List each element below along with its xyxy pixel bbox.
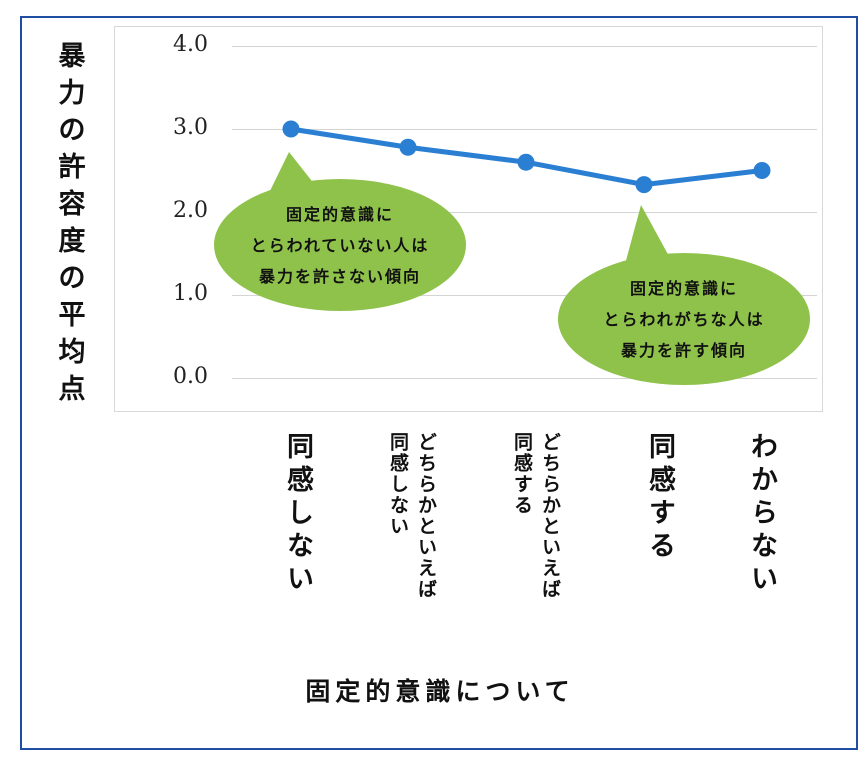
annotation-line: 固定的意識に	[629, 279, 738, 298]
annotation-right: 固定的意識に とらわれがちな人は 暴力を許す傾向	[566, 273, 802, 366]
data-point	[753, 162, 771, 179]
x-category-line: 同感する	[511, 432, 533, 516]
data-point	[282, 120, 300, 138]
gridline	[232, 295, 817, 296]
data-point	[399, 138, 417, 156]
data-point	[517, 153, 535, 171]
gridline	[232, 129, 817, 130]
data-point	[635, 176, 653, 194]
y-tick-label: 3.0	[173, 115, 208, 140]
x-category-line: わからない	[746, 432, 777, 597]
x-category-label: 同感する	[640, 432, 679, 564]
annotation-left: 固定的意識に とらわれていない人は 暴力を許さない傾向	[222, 199, 458, 292]
x-category-line: どちらかといえば	[539, 432, 561, 600]
y-tick-label: 1.0	[173, 281, 208, 306]
annotation-line: 暴力を許す傾向	[620, 341, 747, 360]
x-axis-label: 固定的意識について	[305, 677, 575, 706]
x-category-line: どちらかといえば	[415, 432, 437, 600]
annotation-bubble-tail	[624, 205, 670, 268]
x-category-line: 同感しない	[387, 432, 409, 537]
gridline	[232, 46, 817, 47]
annotation-bubble	[214, 179, 466, 311]
gridline	[232, 378, 817, 379]
annotation-line: 固定的意識に	[285, 205, 394, 224]
y-tick-label: 4.0	[173, 32, 208, 57]
x-category-line: 同感する	[644, 432, 675, 564]
y-tick-label: 2.0	[173, 198, 208, 223]
x-category-label: どちらかといえば 同感しない	[384, 432, 440, 600]
annotation-bubble	[558, 253, 810, 385]
gridline	[232, 212, 817, 213]
x-category-label: わからない	[742, 432, 781, 597]
annotation-line: とらわれがちな人は	[603, 310, 765, 329]
y-tick-label: 0.0	[173, 364, 208, 389]
annotation-line: 暴力を許さない傾向	[258, 267, 421, 286]
y-axis-label: 暴力の許容度の平均点	[58, 41, 86, 405]
x-category-label: 同感しない	[278, 432, 317, 597]
annotation-line: とらわれていない人は	[250, 236, 430, 255]
x-category-label: どちらかといえば 同感する	[508, 432, 564, 600]
x-category-line: 同感しない	[282, 432, 313, 597]
